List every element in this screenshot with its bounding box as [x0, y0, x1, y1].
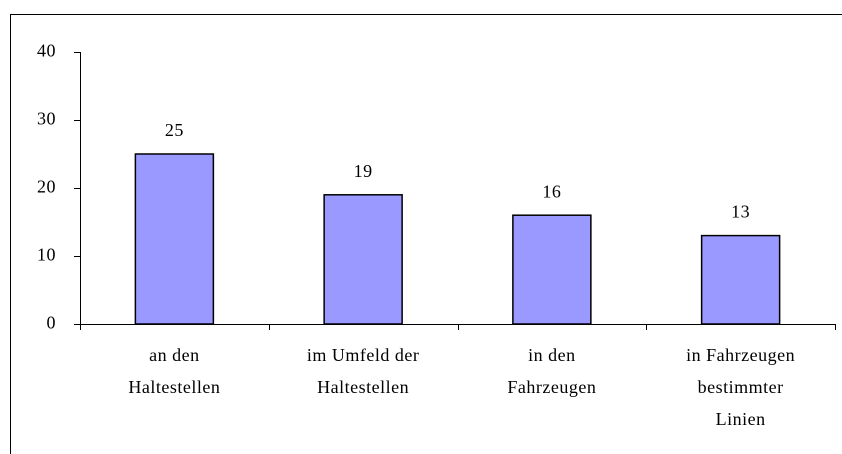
x-tick-label: in Fahrzeugen [686, 345, 795, 365]
x-tick-label: im Umfeld der [307, 345, 419, 365]
value-label: 25 [165, 120, 184, 140]
y-tick-label: 0 [47, 313, 57, 333]
x-tick-label: Haltestellen [317, 377, 409, 397]
value-label: 16 [542, 181, 561, 201]
bar [512, 214, 592, 325]
x-tick-label: bestimmter [698, 377, 784, 397]
y-tick-label: 30 [37, 109, 56, 129]
bar [700, 234, 781, 325]
y-tick-label: 20 [37, 177, 56, 197]
y-tick-label: 10 [37, 245, 56, 265]
x-tick-label: Haltestellen [128, 377, 220, 397]
x-tick-label: an den [149, 345, 199, 365]
x-tick-label: in den [528, 345, 576, 365]
bar [323, 194, 403, 325]
value-label: 19 [354, 161, 373, 181]
y-tick-label: 40 [37, 41, 56, 61]
bar [134, 153, 215, 325]
value-label: 13 [731, 202, 750, 222]
x-tick-label: Linien [716, 409, 766, 429]
x-tick-label: Fahrzeugen [507, 377, 596, 397]
